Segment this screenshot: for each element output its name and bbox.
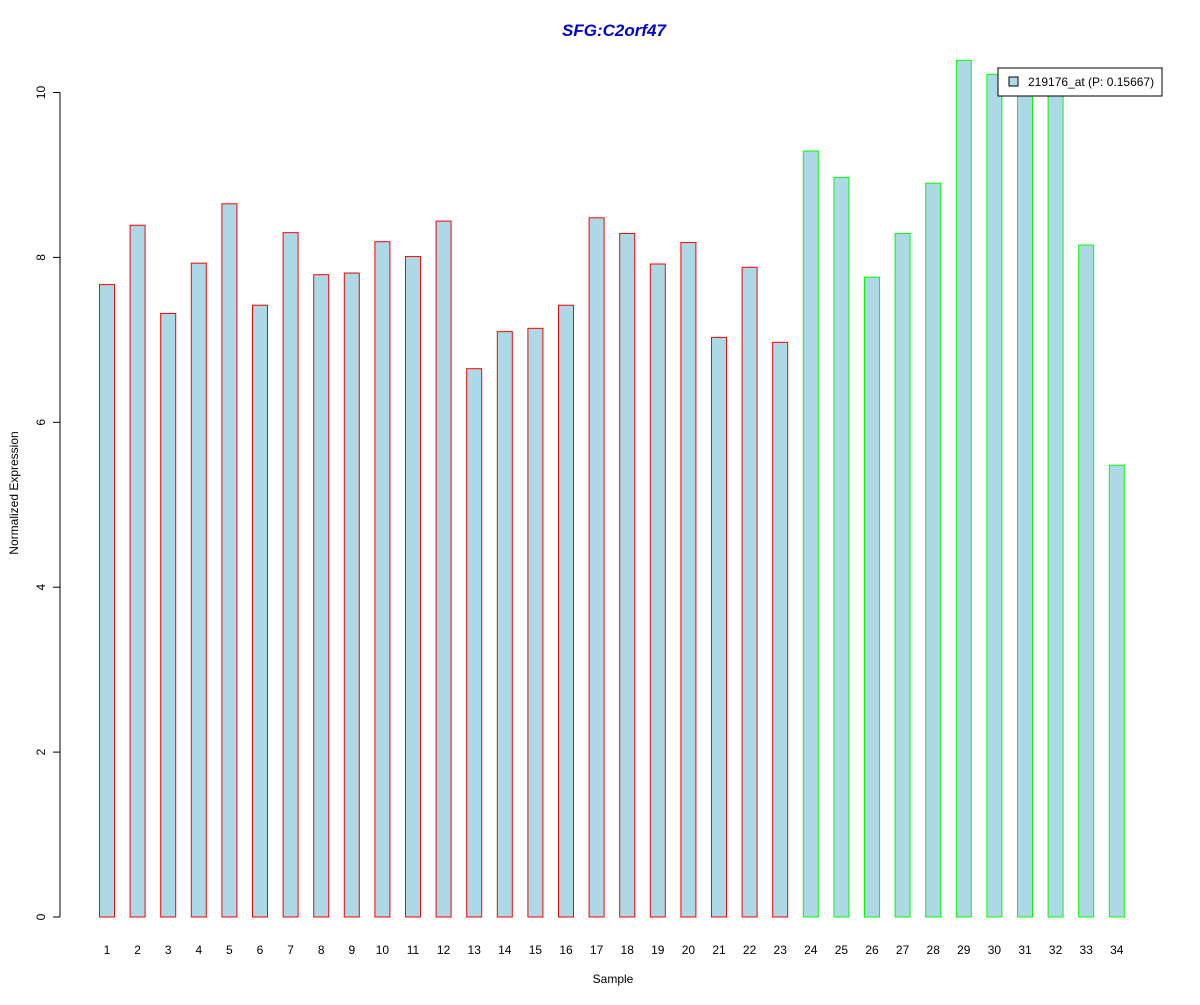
bar bbox=[405, 256, 421, 918]
x-tick-label: 22 bbox=[743, 943, 757, 957]
bar bbox=[741, 266, 758, 918]
x-tick-labels: 1 2 3 4 5 6 7 8 9 10 11 12 13 14 15 16 17 18 19 20 21 22 23 24 2… bbox=[104, 943, 1124, 957]
x-tick-label: 16 bbox=[559, 943, 573, 957]
x-tick-label: 9 bbox=[348, 943, 355, 957]
x-tick-label: 24 bbox=[804, 943, 818, 957]
bar bbox=[558, 304, 574, 918]
x-tick-label: 8 bbox=[318, 943, 325, 957]
bar bbox=[894, 232, 911, 918]
x-tick-label: 7 bbox=[287, 943, 294, 957]
y-tick-label: 8 bbox=[34, 254, 48, 261]
bar bbox=[986, 73, 1003, 918]
x-tick-label: 21 bbox=[712, 943, 726, 957]
x-tick-label: 31 bbox=[1018, 943, 1032, 957]
y-tick-label: 2 bbox=[34, 748, 48, 755]
bar bbox=[190, 262, 207, 918]
x-tick-label: 3 bbox=[165, 943, 172, 957]
y-tick-label: 6 bbox=[34, 419, 48, 426]
x-tick-label: 1 bbox=[104, 943, 111, 957]
legend-box bbox=[997, 67, 1163, 97]
legend-swatch bbox=[1008, 76, 1019, 87]
bars bbox=[99, 59, 1125, 918]
x-tick-label: 26 bbox=[865, 943, 879, 957]
bar bbox=[343, 272, 360, 918]
bar bbox=[1108, 464, 1125, 918]
bar bbox=[649, 263, 666, 918]
bar bbox=[313, 274, 330, 918]
x-tick-label: 15 bbox=[529, 943, 543, 957]
x-tick-label: 5 bbox=[226, 943, 233, 957]
bar bbox=[833, 176, 850, 918]
legend: 219176_at (P: 0.15667) bbox=[997, 67, 1163, 97]
chart-title: SFG:C2orf47 bbox=[562, 21, 667, 40]
bar bbox=[588, 217, 605, 918]
bar bbox=[1047, 87, 1064, 918]
x-tick-label: 12 bbox=[437, 943, 451, 957]
bar bbox=[282, 232, 299, 918]
y-tick-label: 4 bbox=[34, 584, 48, 591]
bar bbox=[221, 203, 238, 918]
y-tick-label: 10 bbox=[34, 86, 48, 100]
bar bbox=[252, 304, 268, 918]
bar bbox=[802, 150, 819, 918]
x-tick-label: 19 bbox=[651, 943, 665, 957]
bar bbox=[466, 368, 483, 918]
x-tick-label: 17 bbox=[590, 943, 604, 957]
x-tick-label: 27 bbox=[896, 943, 910, 957]
bar bbox=[435, 220, 452, 918]
bar bbox=[160, 312, 177, 918]
bar bbox=[772, 341, 789, 918]
y-axis-label: Normalized Expression bbox=[7, 431, 21, 554]
bar bbox=[680, 242, 697, 918]
bar bbox=[1017, 87, 1033, 918]
x-tick-label: 11 bbox=[407, 943, 420, 957]
y-tick-label: 0 bbox=[34, 913, 48, 920]
bar bbox=[864, 276, 880, 918]
x-tick-label: 28 bbox=[927, 943, 941, 957]
bar bbox=[527, 327, 544, 918]
y-axis: 0 2 4 6 8 10 bbox=[34, 86, 61, 920]
x-tick-label: 20 bbox=[682, 943, 696, 957]
legend-label: 219176_at (P: 0.15667) bbox=[1028, 75, 1154, 89]
x-tick-label: 32 bbox=[1049, 943, 1063, 957]
bar bbox=[496, 331, 513, 918]
bar bbox=[955, 59, 972, 918]
bar bbox=[129, 224, 146, 918]
bar bbox=[711, 336, 727, 918]
bar bbox=[925, 182, 942, 918]
x-tick-label: 25 bbox=[835, 943, 849, 957]
bar bbox=[1078, 244, 1095, 918]
x-tick-label: 34 bbox=[1110, 943, 1124, 957]
x-tick-label: 14 bbox=[498, 943, 512, 957]
bar bbox=[374, 241, 391, 918]
bar bbox=[99, 284, 115, 918]
x-tick-label: 30 bbox=[988, 943, 1002, 957]
x-tick-label: 10 bbox=[376, 943, 390, 957]
x-axis-label: Sample bbox=[593, 972, 634, 986]
x-tick-label: 13 bbox=[468, 943, 482, 957]
x-tick-label: 29 bbox=[957, 943, 971, 957]
x-tick-label: 23 bbox=[774, 943, 788, 957]
x-tick-label: 6 bbox=[257, 943, 264, 957]
x-tick-label: 4 bbox=[195, 943, 202, 957]
x-tick-label: 18 bbox=[621, 943, 635, 957]
x-tick-label: 2 bbox=[134, 943, 141, 957]
x-tick-label: 33 bbox=[1080, 943, 1094, 957]
bar bbox=[619, 232, 636, 918]
